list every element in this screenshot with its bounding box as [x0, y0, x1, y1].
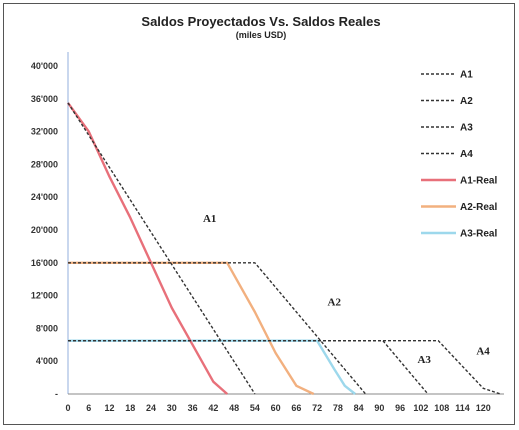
legend-label: A1	[460, 70, 473, 81]
annotation-label: A1	[203, 213, 216, 225]
x-tick-label: 18	[125, 403, 135, 413]
annotation-label: A2	[328, 296, 342, 308]
legend-label: A1-Real	[460, 176, 497, 187]
x-tick-label: 54	[250, 403, 260, 413]
chart-title: Saldos Proyectados Vs. Saldos Reales	[141, 14, 380, 29]
x-tick-label: 30	[167, 403, 177, 413]
annotation-label: A3	[417, 354, 431, 366]
chart-subtitle: (miles USD)	[236, 30, 287, 40]
x-tick-label: 114	[455, 403, 470, 413]
x-tick-label: 12	[105, 403, 115, 413]
y-tick-label: 8'000	[36, 323, 58, 333]
x-tick-label: 0	[65, 403, 70, 413]
series-line-a2	[68, 262, 367, 395]
series-line-a3-real	[68, 339, 356, 395]
chart-frame: Saldos Proyectados Vs. Saldos Reales (mi…	[3, 3, 515, 425]
x-tick-label: 72	[312, 403, 322, 413]
y-tick-label: 40'000	[31, 61, 58, 71]
y-tick-label: 24'000	[31, 192, 58, 202]
y-tick-label: 36'000	[31, 94, 58, 104]
chart: Saldos Proyectados Vs. Saldos Reales (mi…	[31, 14, 504, 413]
legend-label: A2	[460, 96, 473, 107]
annotation-label: A4	[476, 346, 490, 358]
y-tick-label: 20'000	[31, 225, 58, 235]
y-tick-label: 16'000	[31, 258, 58, 268]
axes: 40'000 36'000 32'000 28'000 24'000 20'000 16'0…	[31, 52, 504, 413]
x-tick-label: 36	[188, 403, 198, 413]
x-tick-label: 6	[86, 403, 91, 413]
x-tick-label: 120	[476, 403, 491, 413]
y-tick-label: 28'000	[31, 159, 58, 169]
x-tick-label: 78	[333, 403, 343, 413]
y-tick-label: 4'000	[36, 356, 58, 366]
legend-label: A3	[460, 123, 473, 134]
y-tick-label: 32'000	[31, 127, 58, 137]
legend: A1 A2 A3 A4 A1-Real A2-Real A3-Real	[421, 70, 497, 240]
x-tick-label: 102	[413, 403, 428, 413]
series-line-a1	[67, 102, 256, 395]
series-layer	[67, 102, 501, 396]
legend-label: A2-Real	[460, 202, 497, 213]
legend-label: A4	[460, 149, 473, 160]
x-tick-label: 96	[395, 403, 405, 413]
series-line-a2-real	[68, 261, 315, 396]
x-tick-label: 66	[291, 403, 301, 413]
x-tick-label: 90	[374, 403, 384, 413]
x-tick-label: 48	[229, 403, 239, 413]
legend-label: A3-Real	[460, 229, 497, 240]
x-tick-label: 24	[146, 403, 156, 413]
x-tick-label: 108	[434, 403, 449, 413]
x-tick-label: 60	[271, 403, 281, 413]
annotation-layer: A1 A2 A3 A4	[203, 213, 490, 366]
series-line-a1-real	[67, 102, 228, 395]
y-tick-label: -	[55, 389, 58, 399]
x-tick-label: 84	[354, 403, 364, 413]
x-tick-label: 42	[208, 403, 218, 413]
series-line-a3	[68, 340, 429, 395]
y-tick-label: 12'000	[31, 291, 58, 301]
